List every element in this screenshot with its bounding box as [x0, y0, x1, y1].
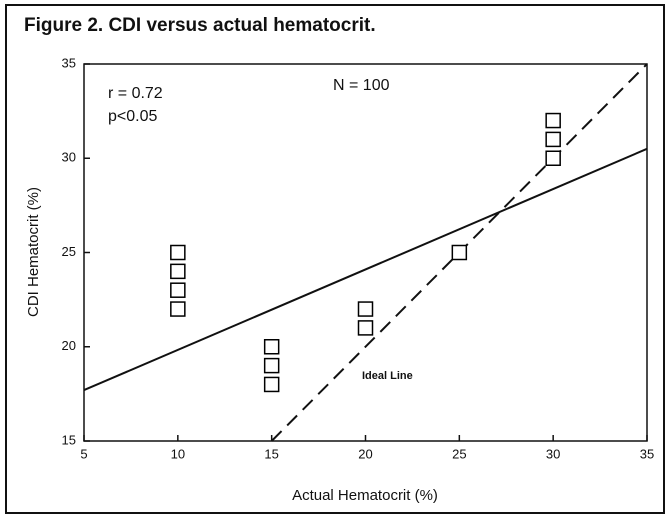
point [263, 357, 280, 374]
chart-title: Figure 2. CDI versus actual hematocrit. [24, 15, 376, 36]
regression-line [83, 147, 648, 392]
point [545, 112, 561, 129]
x-tick-label: 10 [171, 446, 185, 461]
point [170, 244, 186, 261]
x-tick-label: 25 [452, 446, 466, 461]
x-axis-label: Actual Hematocrit (%) [292, 487, 438, 504]
point [170, 282, 186, 298]
plot-frame [83, 63, 648, 442]
y-tick-label: 30 [62, 150, 76, 165]
annotation: r = 0.72 [108, 85, 163, 102]
y-axis-label: CDI Hematocrit (%) [25, 187, 42, 317]
point [170, 301, 186, 317]
x-tick-label: 5 [80, 446, 87, 461]
point [357, 301, 374, 317]
x-tick-label: 30 [546, 446, 560, 461]
point [170, 263, 186, 280]
y-tick-label: 25 [62, 244, 76, 259]
point [263, 339, 280, 355]
point [545, 131, 561, 148]
point [357, 320, 374, 336]
point [451, 244, 468, 261]
annotation: p<0.05 [108, 108, 157, 125]
point [263, 376, 280, 393]
y-tick-label: 20 [62, 338, 76, 353]
point [545, 150, 561, 166]
frame [5, 4, 665, 514]
y-tick-label: 35 [62, 55, 76, 70]
annotation: N = 100 [333, 77, 390, 94]
x-tick-label: 35 [640, 446, 654, 461]
line-label: Ideal Line [362, 370, 413, 382]
x-tick-label: 20 [358, 446, 372, 461]
y-tick-label: 15 [62, 432, 76, 447]
x-tick-label: 15 [264, 446, 278, 461]
